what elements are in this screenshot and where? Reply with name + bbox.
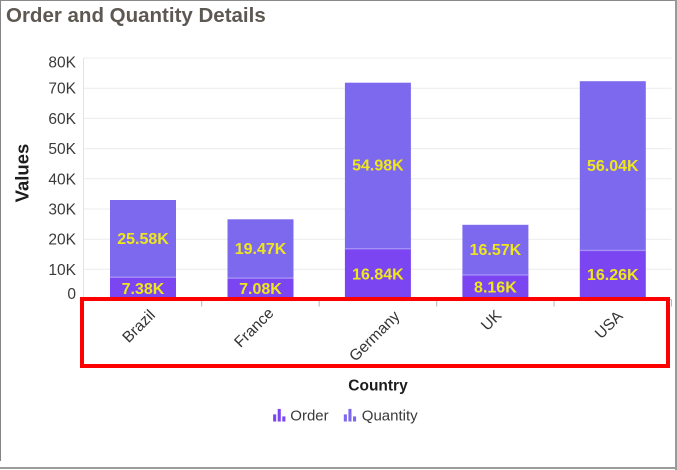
svg-text:Values: Values (12, 144, 33, 203)
svg-text:40K: 40K (48, 171, 76, 188)
svg-text:7.38K: 7.38K (122, 281, 165, 298)
svg-text:USA: USA (592, 307, 627, 342)
svg-text:60K: 60K (48, 111, 76, 128)
svg-text:25.58K: 25.58K (117, 231, 169, 248)
svg-text:16.26K: 16.26K (587, 267, 639, 284)
svg-text:0: 0 (67, 286, 76, 303)
svg-text:UK: UK (478, 307, 506, 335)
svg-text:Order: Order (290, 408, 328, 425)
svg-text:France: France (231, 305, 277, 351)
svg-text:16.57K: 16.57K (470, 242, 522, 259)
svg-text:7.08K: 7.08K (239, 281, 282, 298)
svg-text:10K: 10K (48, 262, 76, 279)
svg-text:19.47K: 19.47K (235, 241, 287, 258)
svg-text:30K: 30K (48, 202, 76, 219)
svg-text:Germany: Germany (346, 308, 403, 365)
svg-text:20K: 20K (48, 232, 76, 249)
svg-text:16.84K: 16.84K (352, 266, 404, 283)
svg-text:70K: 70K (48, 81, 76, 98)
svg-text:Country: Country (348, 378, 408, 395)
svg-text:80K: 80K (48, 54, 76, 71)
svg-text:8.16K: 8.16K (474, 280, 517, 297)
svg-text:50K: 50K (48, 141, 76, 158)
svg-text:56.04K: 56.04K (587, 158, 639, 175)
svg-text:54.98K: 54.98K (352, 158, 404, 175)
svg-text:Brazil: Brazil (119, 307, 158, 346)
svg-text:Quantity: Quantity (362, 408, 418, 425)
